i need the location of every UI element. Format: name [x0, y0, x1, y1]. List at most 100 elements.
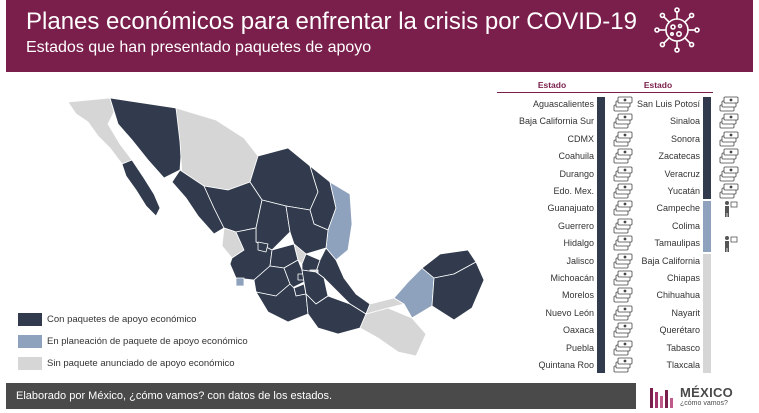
- legend-swatch: [18, 335, 42, 348]
- money-stack-icon: [613, 131, 633, 148]
- state-name: San Luis Potosí: [636, 99, 700, 109]
- source-text: Elaborado por México, ¿cómo vamos? con d…: [16, 390, 333, 402]
- state-campeche: [393, 267, 435, 319]
- state-row: Baja California: [603, 253, 713, 270]
- money-stack-icon: [613, 200, 633, 217]
- state-sonora: [109, 97, 183, 179]
- state-name: Puebla: [565, 342, 594, 353]
- state-name: Tlaxcala: [666, 360, 700, 370]
- state-name: Hidalgo: [563, 238, 594, 249]
- state-row: Chiapas: [603, 270, 713, 287]
- mexico-como-vamos-logo: MÉXICO ¿cómo vamos?: [650, 382, 756, 412]
- state-name: Guanajuato: [547, 203, 594, 214]
- source-footer: Elaborado por México, ¿cómo vamos? con d…: [6, 383, 636, 409]
- page-title: Planes económicos para enfrentar la cris…: [26, 8, 637, 35]
- state-name: Tabasco: [666, 342, 700, 353]
- state-colima: [235, 277, 245, 287]
- state-row: Baja California Sur: [497, 113, 633, 130]
- status-bar: [597, 97, 605, 374]
- money-stack-icon: [613, 287, 633, 304]
- state-name: Chihuahua: [656, 290, 700, 301]
- state-name: Quintana Roo: [538, 360, 594, 370]
- state-name: Tamaulipas: [654, 238, 700, 249]
- state-name: Querétaro: [659, 325, 700, 336]
- state-name: Coahuila: [558, 151, 594, 162]
- money-stack-icon: [613, 253, 633, 270]
- state-row: Aguascalientes: [497, 96, 633, 113]
- money-stack-icon: [719, 183, 739, 200]
- state-tabasco: [365, 297, 405, 315]
- column-header: Estado: [537, 80, 567, 90]
- money-stack-icon: [613, 148, 633, 165]
- money-stack-icon: [613, 340, 633, 357]
- money-stack-icon: [613, 166, 633, 183]
- money-stack-icon: [719, 166, 739, 183]
- state-row: Sonora: [603, 131, 739, 148]
- planning-person-icon: [719, 235, 739, 253]
- state-name: Baja California: [641, 255, 700, 266]
- state-chiapas: [359, 307, 427, 357]
- planning-person-icon: [719, 200, 739, 218]
- mexico-map: [67, 97, 485, 357]
- column-header: Estado: [643, 80, 673, 90]
- state-row: San Luis Potosí: [603, 96, 739, 113]
- legend-label: En planeación de paquete de apoyo económ…: [47, 336, 248, 347]
- state-name: CDMX: [567, 133, 595, 144]
- state-name: Guerrero: [557, 220, 594, 231]
- money-stack-icon: [613, 270, 633, 287]
- legend-swatch: [18, 357, 42, 370]
- state-row: Jalisco: [497, 253, 633, 270]
- column-divider: [603, 92, 713, 93]
- state-row: Guanajuato: [497, 200, 633, 217]
- logo-line2: ¿cómo vamos?: [680, 400, 728, 407]
- state-row: Campeche: [603, 200, 738, 218]
- money-stack-icon: [613, 322, 633, 339]
- state-name: Sonora: [670, 133, 700, 144]
- state-name: Michoacán: [550, 273, 594, 283]
- state-name: Oaxaca: [562, 325, 594, 336]
- state-name: Jalisco: [566, 255, 594, 266]
- state-row: Veracruz: [603, 166, 739, 183]
- state-name: Sinaloa: [669, 116, 700, 127]
- state-row: Tabasco: [603, 340, 713, 357]
- money-stack-icon: [613, 218, 633, 235]
- money-stack-icon: [719, 96, 739, 113]
- state-row: Guerrero: [497, 218, 633, 235]
- state-quintana-roo: [431, 261, 485, 321]
- state-name: Baja California Sur: [518, 116, 594, 127]
- state-name: Durango: [559, 168, 594, 179]
- state-baja-california-sur: [121, 159, 161, 217]
- state-row: Puebla: [497, 340, 633, 357]
- money-stack-icon: [613, 113, 633, 130]
- state-name: Yucatán: [667, 186, 700, 196]
- state-name: Aguascalientes: [532, 99, 594, 109]
- state-name: Veracruz: [664, 168, 700, 179]
- state-row: Nuevo León: [497, 305, 633, 322]
- money-stack-icon: [613, 305, 633, 322]
- state-row: Morelos: [497, 287, 633, 304]
- state-row: CDMX: [497, 131, 633, 148]
- money-stack-icon: [613, 183, 633, 200]
- state-name: Campeche: [656, 203, 700, 214]
- state-guerrero: [255, 283, 309, 323]
- state-row: Edo. Mex.: [497, 183, 633, 200]
- status-bar: [703, 97, 711, 200]
- logo-line1: MÉXICO: [680, 385, 734, 400]
- money-stack-icon: [613, 96, 633, 113]
- page-subtitle: Estados que han presentado paquetes de a…: [26, 39, 372, 56]
- state-row: Quintana Roo: [497, 357, 633, 374]
- money-stack-icon: [719, 148, 739, 165]
- state-name: Chiapas: [666, 273, 700, 283]
- status-bar: [703, 253, 711, 374]
- legend-label: Sin paquete anunciado de apoyo económico: [47, 358, 235, 369]
- state-name: Morelos: [561, 290, 594, 301]
- state-name: Colima: [671, 220, 700, 231]
- state-row: Coahuila: [497, 148, 633, 165]
- state-row: Chihuahua: [603, 287, 713, 304]
- state-row: Hidalgo: [497, 235, 633, 252]
- header-banner: Planes económicos para enfrentar la cris…: [6, 0, 753, 72]
- money-stack-icon: [719, 131, 739, 148]
- state-row: Sinaloa: [603, 113, 739, 130]
- state-row: Yucatán: [603, 183, 739, 200]
- legend-swatch: [18, 313, 42, 326]
